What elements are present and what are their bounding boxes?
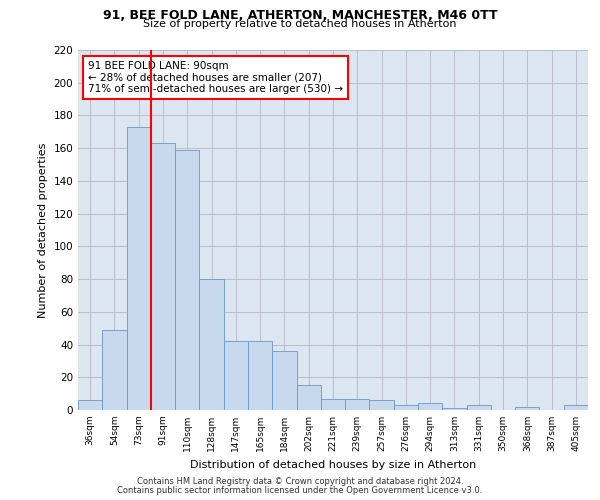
Bar xyxy=(515,406,539,410)
Bar xyxy=(248,342,272,410)
Bar xyxy=(224,342,248,410)
Bar xyxy=(321,398,345,410)
Bar xyxy=(175,150,199,410)
Bar xyxy=(467,405,491,410)
Bar xyxy=(418,404,442,410)
Bar xyxy=(442,408,467,410)
Text: 91 BEE FOLD LANE: 90sqm
← 28% of detached houses are smaller (207)
71% of semi-d: 91 BEE FOLD LANE: 90sqm ← 28% of detache… xyxy=(88,61,343,94)
Bar xyxy=(127,127,151,410)
Text: 91, BEE FOLD LANE, ATHERTON, MANCHESTER, M46 0TT: 91, BEE FOLD LANE, ATHERTON, MANCHESTER,… xyxy=(103,9,497,22)
Bar xyxy=(78,400,102,410)
Bar xyxy=(272,351,296,410)
Bar xyxy=(345,398,370,410)
Bar xyxy=(370,400,394,410)
Bar xyxy=(394,405,418,410)
Bar xyxy=(564,405,588,410)
Bar xyxy=(151,144,175,410)
Bar xyxy=(296,386,321,410)
Text: Contains HM Land Registry data © Crown copyright and database right 2024.: Contains HM Land Registry data © Crown c… xyxy=(137,477,463,486)
Bar xyxy=(199,279,224,410)
Bar xyxy=(102,330,127,410)
Y-axis label: Number of detached properties: Number of detached properties xyxy=(38,142,48,318)
X-axis label: Distribution of detached houses by size in Atherton: Distribution of detached houses by size … xyxy=(190,460,476,469)
Text: Size of property relative to detached houses in Atherton: Size of property relative to detached ho… xyxy=(143,19,457,29)
Text: Contains public sector information licensed under the Open Government Licence v3: Contains public sector information licen… xyxy=(118,486,482,495)
